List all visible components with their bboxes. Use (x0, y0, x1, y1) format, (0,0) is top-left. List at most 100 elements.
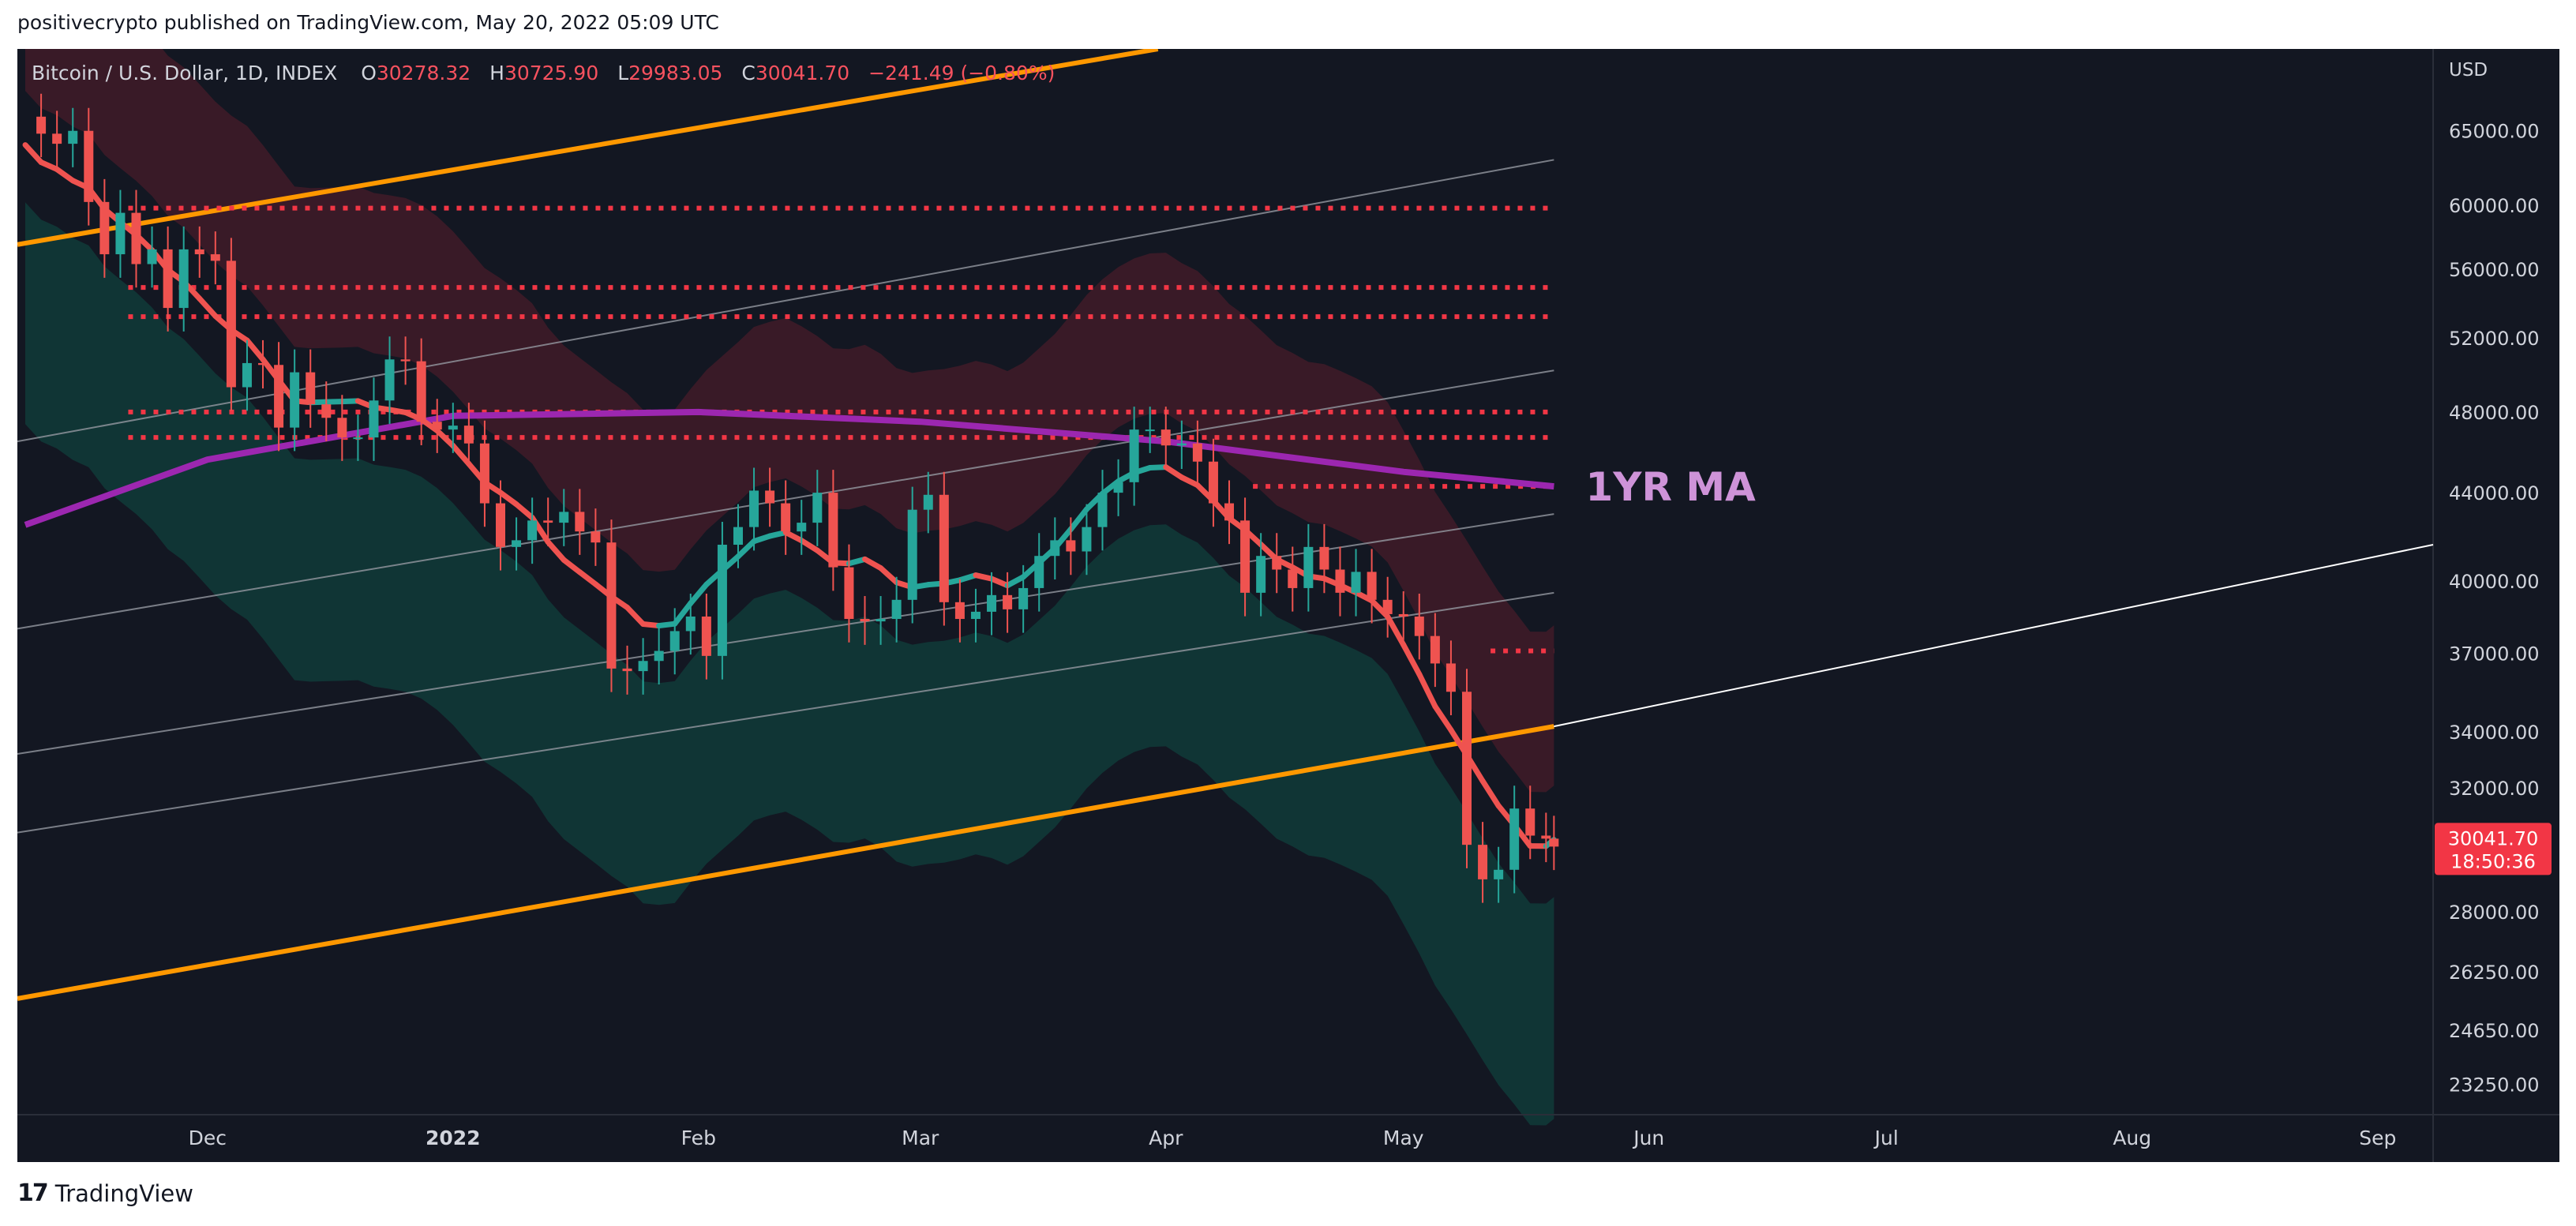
x-tick-label: Jul (1873, 1127, 1899, 1149)
close-label: C (741, 62, 756, 84)
candle-body (733, 527, 743, 546)
ma-1yr-line (24, 408, 1554, 528)
candle-body (321, 404, 332, 418)
candle-body (717, 545, 727, 656)
x-tick-label: Dec (189, 1127, 227, 1149)
brand[interactable]: 17 TradingView (17, 1179, 193, 1207)
candle-body (400, 359, 411, 362)
y-tick-label: 56000.00 (2449, 259, 2540, 281)
candle-body (52, 133, 62, 144)
candle-body (701, 616, 711, 656)
candle-body (463, 426, 474, 444)
ribbon-segment (688, 581, 710, 606)
currency-label[interactable]: USD (2449, 60, 2488, 81)
candle-body (954, 602, 965, 620)
ribbon-segment (1179, 474, 1201, 489)
candle-body (290, 372, 300, 428)
candle-body (907, 509, 917, 600)
ribbon-segment (545, 539, 567, 563)
candle-body (1018, 587, 1029, 609)
ribbon-segment (1385, 613, 1407, 648)
candle-body (1066, 540, 1076, 552)
high-value: 30725.90 (504, 62, 599, 84)
candle-body (1288, 569, 1298, 588)
symbol-legend[interactable]: Bitcoin / U.S. Dollar, 1D, INDEX O30278.… (32, 62, 1067, 84)
candle-body (970, 611, 981, 620)
candle-body (1398, 613, 1408, 617)
candle-body (876, 619, 886, 622)
y-tick-label: 32000.00 (2449, 778, 2540, 800)
candle-body (1462, 692, 1472, 845)
candle-body (781, 503, 791, 532)
price-chart[interactable]: 65000.00 60000.00 56000.00 52000.00 48000.00… (17, 49, 2559, 1162)
candle-body (1430, 635, 1440, 664)
ribbon-segment (1067, 506, 1089, 532)
tradingview-logo-icon: 17 (17, 1179, 49, 1207)
candle-body (84, 130, 94, 202)
candle-body (131, 212, 141, 264)
upper-band-area (25, 49, 1554, 793)
candle-body (1478, 845, 1488, 879)
y-tick-label: 26250.00 (2449, 962, 2540, 984)
candle-body (36, 116, 47, 134)
candle-body (923, 494, 933, 510)
y-tick-label: 40000.00 (2449, 571, 2540, 593)
candle-body (1082, 527, 1092, 552)
candle-body (543, 520, 553, 523)
channel-line-6 (1554, 544, 2434, 728)
candle-body (1367, 572, 1377, 600)
candle-body (1003, 594, 1013, 609)
y-tick-label: 48000.00 (2449, 402, 2540, 424)
candle-body (1335, 569, 1345, 593)
x-tick-label: 2022 (426, 1127, 481, 1149)
candle-body (559, 512, 569, 523)
candle-body (1525, 808, 1535, 836)
candle-body (1208, 461, 1218, 504)
open-value: 30278.32 (376, 62, 471, 84)
candle-body (384, 359, 395, 401)
candle-body (1224, 503, 1235, 521)
candle-body (115, 212, 126, 255)
candle-body (860, 619, 870, 622)
candle-body (194, 249, 204, 255)
candle-body (1549, 838, 1559, 847)
y-tick-label: 23250.00 (2449, 1074, 2540, 1096)
candle-body (147, 249, 157, 264)
open-label: O (361, 62, 377, 84)
x-tick-label: Apr (1149, 1127, 1183, 1149)
candle-body (1113, 482, 1123, 493)
symbol-name[interactable]: Bitcoin / U.S. Dollar, 1D, INDEX (32, 62, 338, 84)
candle-body (1129, 429, 1139, 482)
ribbon-segment (434, 428, 456, 449)
y-tick-label: 44000.00 (2449, 482, 2540, 504)
low-value: 29983.05 (628, 62, 723, 84)
candle-body (416, 361, 426, 422)
candle-body (1414, 616, 1424, 636)
candle-body (797, 523, 807, 532)
candle-body (891, 599, 902, 620)
candle-body (242, 362, 252, 388)
candle-body (1192, 443, 1202, 462)
candle-body (1272, 556, 1282, 570)
last-price-badge (2435, 823, 2552, 875)
candle-body (606, 542, 617, 669)
candle-body (1494, 869, 1504, 879)
candle-body (337, 418, 347, 438)
candle-body (1034, 556, 1044, 588)
ribbon-segment (197, 295, 219, 319)
candle-body (1445, 663, 1456, 692)
ribbon-segment (576, 569, 598, 587)
y-tick-label: 65000.00 (2449, 121, 2540, 143)
candle-body (258, 362, 268, 366)
candle-body (99, 201, 110, 255)
last-price-value: 30041.70 (2448, 827, 2539, 849)
channel-line-1 (17, 724, 1554, 1001)
candle-body (591, 531, 601, 543)
ribbon-segment (450, 443, 472, 467)
candle-body (1351, 572, 1361, 593)
candle-body (812, 493, 823, 523)
candle-body (274, 365, 284, 428)
low-label: L (617, 62, 629, 84)
chart-area[interactable]: 65000.00 60000.00 56000.00 52000.00 48000.00… (17, 49, 2559, 1162)
candle-body (1050, 540, 1060, 557)
